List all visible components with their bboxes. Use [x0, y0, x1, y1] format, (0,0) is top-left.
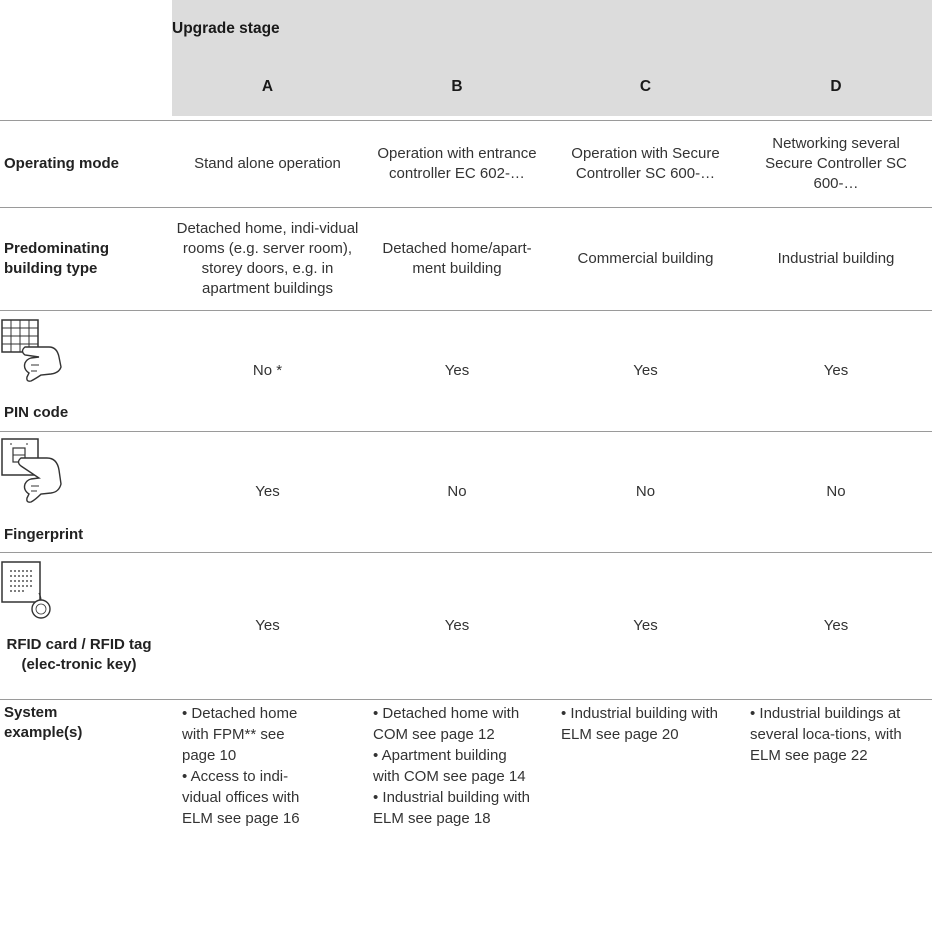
cell-sys-d: • Industrial buildings at several loca-t… — [740, 699, 932, 899]
example-item: • Apartment building with COM see page 1… — [373, 747, 526, 785]
cell-rfid-d: Yes — [740, 552, 932, 700]
row-label-building-type: Predominating building type — [0, 207, 172, 311]
cell-sys-a: • Detached home with FPM** see page 10 •… — [172, 699, 363, 899]
cell-mode-c: Operation with Secure Controller SC 600-… — [551, 120, 740, 208]
pin-code-label: PIN code — [4, 404, 69, 421]
row-building-type: Predominating building type Detached hom… — [0, 207, 932, 311]
rfid-label: RFID card / RFID tag (elec-tronic key) — [6, 636, 152, 673]
upgrade-stage-title: Upgrade stage — [172, 0, 932, 58]
cell-fp-b: No — [363, 431, 551, 553]
row-label-operating-mode: Operating mode — [0, 120, 172, 208]
cell-pin-c: Yes — [551, 310, 740, 432]
cell-mode-a: Stand alone operation — [172, 120, 363, 208]
row-fingerprint: Fingerprint Yes No No No — [0, 431, 932, 553]
cell-fp-d: No — [740, 431, 932, 553]
example-item: • Industrial building with ELM see page … — [373, 789, 531, 827]
column-header-b: B — [363, 58, 551, 116]
fingerprint-label: Fingerprint — [4, 526, 84, 543]
cell-btype-b: Detached home/apart-ment building — [363, 207, 551, 311]
cell-rfid-c: Yes — [551, 552, 740, 700]
cell-fp-a: Yes — [172, 431, 363, 553]
upgrade-stage-table: Upgrade stage A B C D Operating mode Sta… — [0, 0, 932, 899]
cell-pin-b: Yes — [363, 310, 551, 432]
cell-pin-a: No * — [172, 310, 363, 432]
example-item: • Detached home with COM see page 12 — [373, 705, 520, 743]
row-label-pin-code: PIN code — [0, 310, 172, 432]
rfid-reader-tag-icon — [1, 561, 63, 627]
row-label-rfid: RFID card / RFID tag (elec-tronic key) — [0, 552, 172, 700]
cell-rfid-a: Yes — [172, 552, 363, 700]
keypad-hand-icon — [1, 319, 63, 391]
example-item: • Industrial building with ELM see page … — [561, 705, 719, 743]
column-header-d: D — [740, 58, 932, 116]
row-label-system-examples: System example(s) — [0, 699, 172, 899]
cell-sys-c: • Industrial building with ELM see page … — [551, 699, 740, 899]
cell-mode-b: Operation with entrance controller EC 60… — [363, 120, 551, 208]
cell-fp-c: No — [551, 431, 740, 553]
cell-btype-c: Commercial building — [551, 207, 740, 311]
row-rfid: RFID card / RFID tag (elec-tronic key) Y… — [0, 552, 932, 700]
cell-pin-d: Yes — [740, 310, 932, 432]
cell-sys-b: • Detached home with COM see page 12 • A… — [363, 699, 551, 899]
row-label-fingerprint: Fingerprint — [0, 431, 172, 553]
row-operating-mode: Operating mode Stand alone operation Ope… — [0, 120, 932, 208]
cell-btype-a: Detached home, indi-vidual rooms (e.g. s… — [172, 207, 363, 311]
cell-mode-d: Networking several Secure Controller SC … — [740, 120, 932, 208]
fingerprint-reader-hand-icon — [1, 438, 63, 512]
column-header-c: C — [551, 58, 740, 116]
example-item: • Access to indi-vidual offices with ELM… — [182, 768, 300, 827]
row-pin-code: PIN code No * Yes Yes Yes — [0, 310, 932, 432]
row-system-examples: System example(s) • Detached home with F… — [0, 699, 932, 899]
corner-blank — [0, 0, 172, 58]
column-header-a: A — [172, 58, 363, 116]
example-item: • Industrial buildings at several loca-t… — [750, 705, 902, 764]
cell-rfid-b: Yes — [363, 552, 551, 700]
example-item: • Detached home with FPM** see page 10 — [182, 705, 298, 764]
cell-btype-d: Industrial building — [740, 207, 932, 311]
